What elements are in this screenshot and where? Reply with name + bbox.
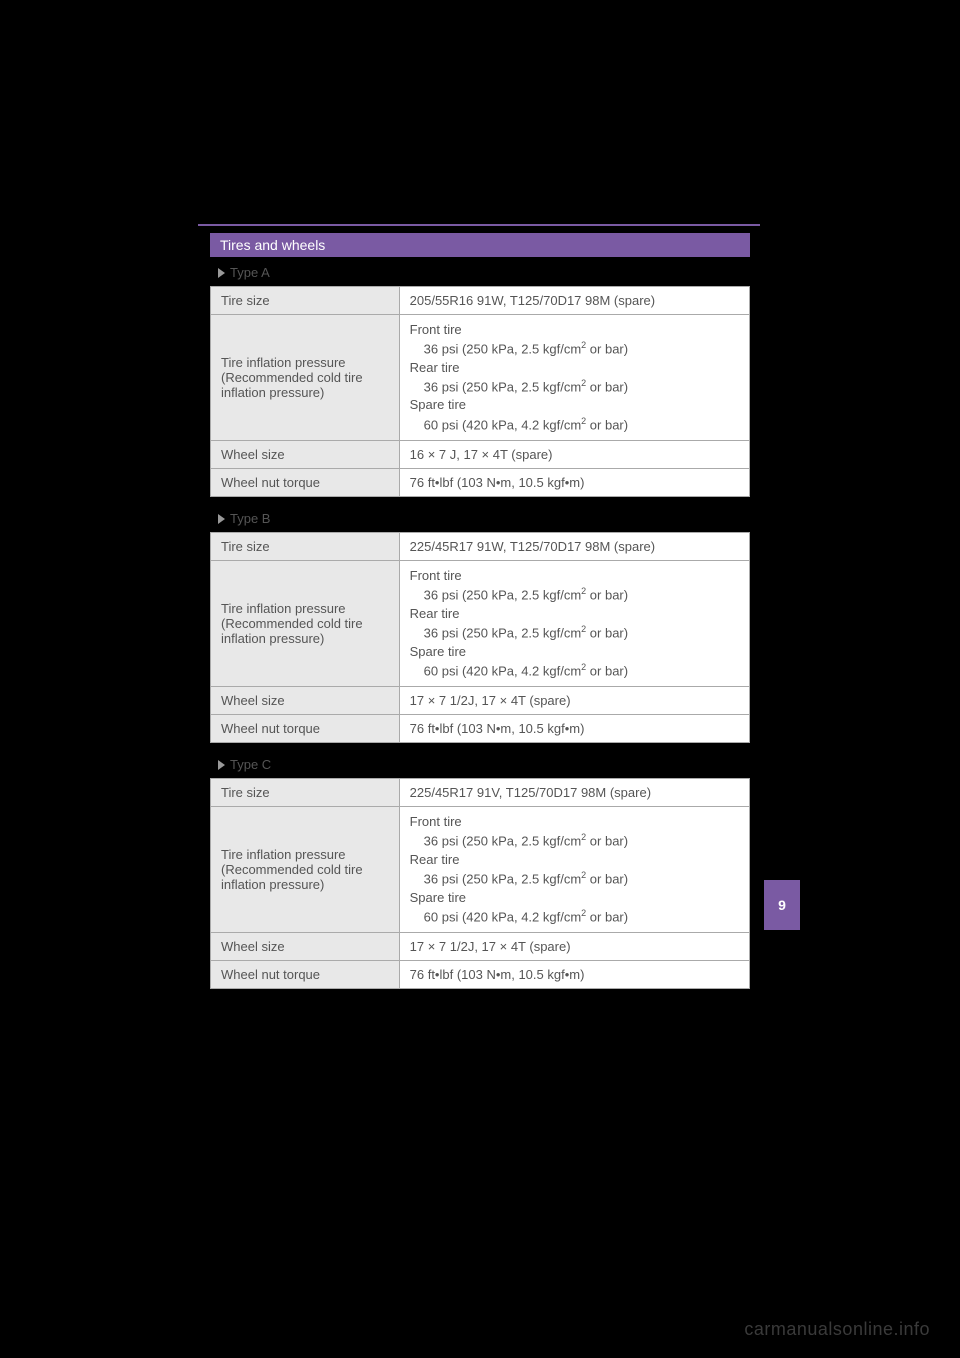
row-value: 205/55R16 91W, T125/70D17 98M (spare): [399, 287, 749, 315]
front-tire-label: Front tire: [410, 321, 739, 339]
front-tire-label: Front tire: [410, 813, 739, 831]
table-row: Wheel nut torque 76 ft•lbf (103 N•m, 10.…: [211, 715, 750, 743]
subtype-a: Type A: [218, 265, 750, 280]
row-label: Tire size: [211, 287, 400, 315]
spare-tire-label: Spare tire: [410, 396, 739, 414]
subtype-b: Type B: [218, 511, 750, 526]
spare-tire-value: 60 psi (420 kPa, 4.2 kgf/cm2 or bar): [410, 661, 739, 681]
row-label: Wheel nut torque: [211, 961, 400, 989]
row-value: Front tire 36 psi (250 kPa, 2.5 kgf/cm2 …: [399, 807, 749, 933]
table-row: Wheel size 17 × 7 1/2J, 17 × 4T (spare): [211, 933, 750, 961]
front-tire-value: 36 psi (250 kPa, 2.5 kgf/cm2 or bar): [410, 339, 739, 359]
row-label: Wheel nut torque: [211, 469, 400, 497]
row-value: Front tire 36 psi (250 kPa, 2.5 kgf/cm2 …: [399, 561, 749, 687]
table-row: Wheel nut torque 76 ft•lbf (103 N•m, 10.…: [211, 961, 750, 989]
spare-tire-label: Spare tire: [410, 889, 739, 907]
rear-tire-value: 36 psi (250 kPa, 2.5 kgf/cm2 or bar): [410, 623, 739, 643]
row-value: 76 ft•lbf (103 N•m, 10.5 kgf•m): [399, 469, 749, 497]
rear-tire-label: Rear tire: [410, 605, 739, 623]
table-row: Tire size 205/55R16 91W, T125/70D17 98M …: [211, 287, 750, 315]
row-value: 225/45R17 91V, T125/70D17 98M (spare): [399, 779, 749, 807]
row-value: 16 × 7 J, 17 × 4T (spare): [399, 441, 749, 469]
subtype-label: Type A: [230, 265, 270, 280]
row-value: 225/45R17 91W, T125/70D17 98M (spare): [399, 533, 749, 561]
rear-tire-value: 36 psi (250 kPa, 2.5 kgf/cm2 or bar): [410, 377, 739, 397]
subtype-label: Type C: [230, 757, 271, 772]
rear-tire-label: Rear tire: [410, 359, 739, 377]
spec-table-c: Tire size 225/45R17 91V, T125/70D17 98M …: [210, 778, 750, 989]
page-content: Tires and wheels Type A Tire size 205/55…: [0, 155, 960, 1003]
table-row: Wheel size 16 × 7 J, 17 × 4T (spare): [211, 441, 750, 469]
section-header: Tires and wheels: [210, 233, 750, 257]
triangle-icon: [218, 514, 225, 524]
triangle-icon: [218, 268, 225, 278]
subtype-c: Type C: [218, 757, 750, 772]
spec-table-a: Tire size 205/55R16 91W, T125/70D17 98M …: [210, 286, 750, 497]
front-tire-value: 36 psi (250 kPa, 2.5 kgf/cm2 or bar): [410, 831, 739, 851]
front-tire-label: Front tire: [410, 567, 739, 585]
row-value: 17 × 7 1/2J, 17 × 4T (spare): [399, 687, 749, 715]
row-label: Wheel size: [211, 933, 400, 961]
row-value: 76 ft•lbf (103 N•m, 10.5 kgf•m): [399, 715, 749, 743]
rear-tire-label: Rear tire: [410, 851, 739, 869]
table-row: Tire inflation pressure (Recommended col…: [211, 315, 750, 441]
row-label: Tire size: [211, 779, 400, 807]
row-label: Wheel nut torque: [211, 715, 400, 743]
spare-tire-value: 60 psi (420 kPa, 4.2 kgf/cm2 or bar): [410, 907, 739, 927]
row-label: Tire inflation pressure (Recommended col…: [211, 807, 400, 933]
row-label: Wheel size: [211, 687, 400, 715]
table-row: Wheel nut torque 76 ft•lbf (103 N•m, 10.…: [211, 469, 750, 497]
row-label: Tire size: [211, 533, 400, 561]
row-label: Tire inflation pressure (Recommended col…: [211, 315, 400, 441]
triangle-icon: [218, 760, 225, 770]
side-tab-number: 9: [778, 897, 786, 913]
pressure-block: Front tire 36 psi (250 kPa, 2.5 kgf/cm2 …: [410, 567, 739, 680]
pressure-block: Front tire 36 psi (250 kPa, 2.5 kgf/cm2 …: [410, 321, 739, 434]
watermark: carmanualsonline.info: [744, 1319, 930, 1340]
table-row: Tire inflation pressure (Recommended col…: [211, 807, 750, 933]
spare-tire-label: Spare tire: [410, 643, 739, 661]
row-value: 17 × 7 1/2J, 17 × 4T (spare): [399, 933, 749, 961]
row-label: Wheel size: [211, 441, 400, 469]
rear-tire-value: 36 psi (250 kPa, 2.5 kgf/cm2 or bar): [410, 869, 739, 889]
table-row: Tire size 225/45R17 91V, T125/70D17 98M …: [211, 779, 750, 807]
row-label: Tire inflation pressure (Recommended col…: [211, 561, 400, 687]
spec-table-b: Tire size 225/45R17 91W, T125/70D17 98M …: [210, 532, 750, 743]
subtype-label: Type B: [230, 511, 270, 526]
table-row: Tire inflation pressure (Recommended col…: [211, 561, 750, 687]
table-row: Tire size 225/45R17 91W, T125/70D17 98M …: [211, 533, 750, 561]
row-value: 76 ft•lbf (103 N•m, 10.5 kgf•m): [399, 961, 749, 989]
row-value: Front tire 36 psi (250 kPa, 2.5 kgf/cm2 …: [399, 315, 749, 441]
table-row: Wheel size 17 × 7 1/2J, 17 × 4T (spare): [211, 687, 750, 715]
front-tire-value: 36 psi (250 kPa, 2.5 kgf/cm2 or bar): [410, 585, 739, 605]
spare-tire-value: 60 psi (420 kPa, 4.2 kgf/cm2 or bar): [410, 415, 739, 435]
side-tab: 9: [764, 880, 800, 930]
pressure-block: Front tire 36 psi (250 kPa, 2.5 kgf/cm2 …: [410, 813, 739, 926]
